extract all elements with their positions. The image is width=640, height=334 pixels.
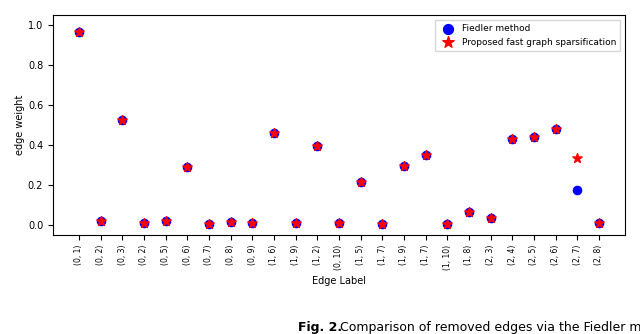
Fiedler method: [312, 143, 323, 149]
Proposed fast graph sparsification: [74, 30, 84, 35]
Proposed fast graph sparsification: [486, 215, 496, 221]
Fiedler method: [117, 117, 127, 123]
Fiedler method: [182, 164, 193, 170]
X-axis label: Edge Label: Edge Label: [312, 276, 366, 286]
Proposed fast graph sparsification: [377, 222, 387, 227]
Fiedler method: [95, 218, 106, 224]
Y-axis label: edge weight: edge weight: [15, 95, 25, 155]
Proposed fast graph sparsification: [291, 220, 301, 226]
Fiedler method: [399, 163, 409, 169]
Fiedler method: [161, 218, 171, 224]
Fiedler method: [442, 222, 452, 227]
Fiedler method: [204, 221, 214, 227]
Proposed fast graph sparsification: [161, 218, 171, 224]
Proposed fast graph sparsification: [269, 130, 279, 136]
Proposed fast graph sparsification: [399, 163, 409, 169]
Proposed fast graph sparsification: [95, 218, 106, 224]
Fiedler method: [507, 136, 517, 142]
Proposed fast graph sparsification: [572, 155, 582, 161]
Fiedler method: [377, 222, 387, 227]
Fiedler method: [594, 220, 604, 226]
Proposed fast graph sparsification: [182, 164, 193, 170]
Text: Fig. 2.: Fig. 2.: [298, 321, 342, 334]
Fiedler method: [269, 130, 279, 136]
Proposed fast graph sparsification: [464, 209, 474, 215]
Proposed fast graph sparsification: [117, 117, 127, 123]
Fiedler method: [247, 220, 257, 226]
Fiedler method: [139, 220, 149, 226]
Text: Comparison of removed edges via the Fiedler method: Comparison of removed edges via the Fied…: [336, 321, 640, 334]
Proposed fast graph sparsification: [594, 220, 604, 226]
Legend: Fiedler method, Proposed fast graph sparsification: Fiedler method, Proposed fast graph spar…: [435, 19, 621, 51]
Proposed fast graph sparsification: [312, 143, 323, 149]
Fiedler method: [550, 126, 561, 132]
Proposed fast graph sparsification: [225, 219, 236, 225]
Fiedler method: [464, 209, 474, 215]
Proposed fast graph sparsification: [442, 222, 452, 227]
Proposed fast graph sparsification: [204, 221, 214, 227]
Fiedler method: [334, 220, 344, 226]
Fiedler method: [225, 219, 236, 225]
Proposed fast graph sparsification: [529, 134, 539, 140]
Proposed fast graph sparsification: [334, 220, 344, 226]
Fiedler method: [355, 179, 365, 185]
Proposed fast graph sparsification: [420, 152, 431, 158]
Proposed fast graph sparsification: [507, 136, 517, 142]
Proposed fast graph sparsification: [550, 126, 561, 132]
Fiedler method: [74, 30, 84, 35]
Proposed fast graph sparsification: [139, 220, 149, 226]
Proposed fast graph sparsification: [355, 179, 365, 185]
Proposed fast graph sparsification: [247, 220, 257, 226]
Fiedler method: [486, 215, 496, 221]
Fiedler method: [291, 220, 301, 226]
Fiedler method: [529, 134, 539, 140]
Fiedler method: [572, 187, 582, 193]
Fiedler method: [420, 152, 431, 158]
